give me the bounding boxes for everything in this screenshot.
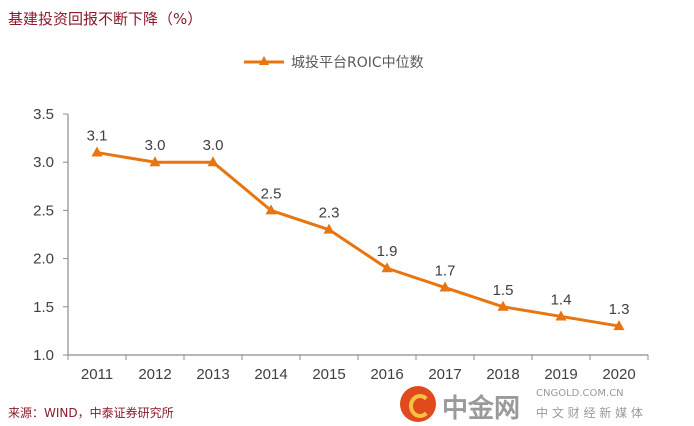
- chart-title: 基建投资回报不断下降（%）: [8, 10, 203, 28]
- data-point-marker: [439, 281, 451, 292]
- data-point-marker: [207, 156, 219, 167]
- data-label: 2.3: [319, 205, 340, 222]
- x-tick-label: 2013: [196, 366, 229, 383]
- data-point-marker: [323, 223, 335, 234]
- data-label: 3.0: [145, 137, 166, 154]
- data-point-marker: [91, 146, 103, 157]
- series-line-path: [96, 151, 620, 328]
- data-label: 1.4: [551, 291, 572, 308]
- x-tick-label: 2019: [544, 366, 577, 383]
- data-label: 2.5: [261, 185, 282, 202]
- x-tick-label: 2017: [428, 366, 461, 383]
- x-tick-label: 2018: [486, 366, 519, 383]
- data-point-marker: [613, 320, 625, 331]
- watermark-brand: 中金网: [442, 394, 521, 424]
- y-tick-label: 2.5: [33, 202, 54, 219]
- data-point-marker: [497, 300, 509, 311]
- x-tick-label: 2016: [370, 366, 403, 383]
- watermark: 中金网 CNGOLD.COM.CN 中 文 财 经 新 媒 体: [400, 384, 694, 426]
- x-tick-label: 2011: [81, 366, 113, 383]
- legend-triangle-marker: [259, 56, 269, 65]
- data-label: 1.7: [435, 263, 456, 280]
- data-label: 1.9: [377, 243, 398, 260]
- data-point-marker: [265, 204, 277, 215]
- y-tick-label: 3.5: [33, 106, 54, 123]
- legend-label: 城投平台ROIC中位数: [291, 55, 424, 71]
- x-tick-label: 2014: [254, 366, 287, 383]
- watermark-domain: CNGOLD.COM.CN: [536, 388, 624, 399]
- x-tick-label: 2012: [138, 366, 171, 383]
- y-tick-label: 3.0: [33, 154, 54, 171]
- data-label: 3.0: [203, 137, 224, 154]
- source-note: 来源：WIND，中泰证券研究所: [8, 406, 174, 420]
- data-label: 1.3: [609, 301, 630, 318]
- series-line: 3.1 3.0 3.0 2.5 2.3 1.9 1.7 1.5 1.4 1.3: [87, 128, 630, 331]
- y-tick-label: 1.0: [33, 347, 54, 364]
- watermark-tagline: 中 文 财 经 新 媒 体: [536, 406, 643, 420]
- data-point-marker: [149, 156, 161, 167]
- y-tick-label: 1.5: [33, 299, 54, 316]
- data-point-marker: [381, 262, 393, 273]
- axes: 1.0 1.5 2.0 2.5 3.0 3.5 2011 2012 2013 2014 2015 20…: [33, 106, 649, 383]
- data-label: 3.1: [87, 128, 108, 145]
- cngold-logo-icon: [400, 386, 436, 422]
- x-tick-label: 2020: [602, 366, 635, 383]
- x-tick-label: 2015: [312, 366, 345, 383]
- data-label: 1.5: [493, 282, 514, 299]
- data-point-marker: [555, 310, 567, 321]
- y-tick-label: 2.0: [33, 251, 54, 268]
- legend: 城投平台ROIC中位数: [244, 55, 424, 71]
